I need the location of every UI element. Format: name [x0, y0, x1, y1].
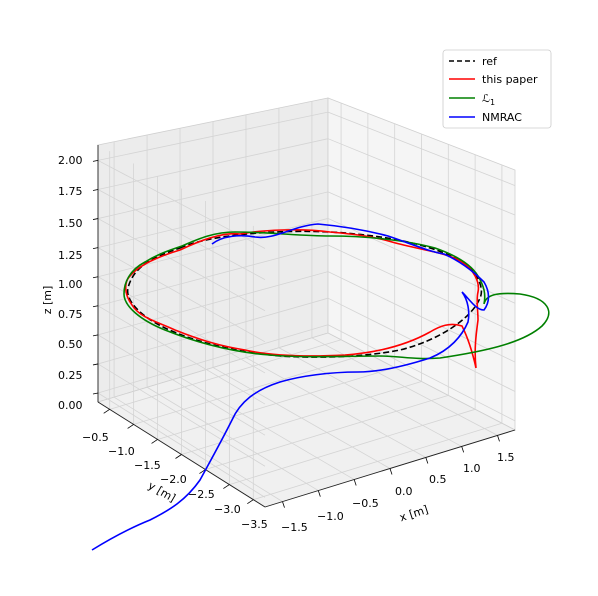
- legend-label-l1-subscript: 1: [490, 98, 495, 107]
- x-tick-label: −1.5: [281, 521, 308, 534]
- x-tick-label: −1.0: [317, 510, 344, 523]
- legend: ref this paper ℒ1 NMRAC: [442, 49, 552, 129]
- y-tick-mark: [175, 454, 182, 459]
- z-tick-label: 1.25: [58, 249, 83, 262]
- y-tick-label: −1.0: [108, 445, 135, 458]
- z-tick-label: 0.00: [58, 399, 83, 412]
- legend-label-ref: ref: [482, 55, 498, 68]
- z-tick-mark: [92, 305, 99, 308]
- z-tick-label: 2.00: [58, 154, 83, 167]
- z-tick-labels: 0.00 0.25 0.50 0.75 1.00 1.25 1.50 1.75 …: [58, 154, 83, 412]
- y-tick-mark: [247, 499, 254, 504]
- x-tick-mark: [282, 501, 285, 508]
- series-nmrac-line: [91, 223, 490, 551]
- grid-line: [212, 367, 391, 469]
- x-axis-label: x [m]: [398, 503, 430, 524]
- z-tick-mark: [92, 189, 99, 191]
- x-tick-label: 1.0: [463, 462, 481, 475]
- x-tick-mark: [461, 446, 465, 453]
- z-tick-label: 0.50: [58, 338, 83, 351]
- x-tick-mark: [389, 468, 393, 475]
- y-tick-label: −1.5: [134, 459, 161, 472]
- z-tick-label: 1.00: [58, 278, 83, 291]
- y-tick-label: −3.5: [241, 518, 268, 531]
- z-tick-mark: [92, 247, 99, 250]
- z-tick-mark: [92, 160, 99, 162]
- z-tick-label: 1.75: [58, 185, 83, 198]
- series-l1-line: [123, 231, 550, 360]
- grid-line: [245, 357, 427, 458]
- grid-line: [146, 386, 319, 491]
- z-tick-mark: [92, 276, 99, 279]
- axis-panes: [97, 97, 517, 508]
- x-tick-mark: [497, 435, 500, 442]
- z-tick-mark: [92, 392, 99, 395]
- x-tick-label: −0.5: [352, 497, 379, 510]
- grid-line: [311, 337, 498, 436]
- grid-line: [278, 347, 462, 447]
- legend-box: [442, 49, 552, 129]
- tick-marks: [92, 160, 500, 508]
- z-tick-mark: [92, 363, 99, 366]
- y-tick-label: −0.5: [82, 431, 109, 444]
- x-tick-mark: [317, 490, 321, 497]
- z-tick-mark: [92, 334, 99, 337]
- y-tick-label: −2.5: [188, 488, 215, 501]
- grid-line: [179, 377, 355, 480]
- y-tick-mark: [151, 439, 158, 444]
- y-tick-label: −3.0: [214, 503, 241, 516]
- z-tick-label: 0.75: [58, 308, 83, 321]
- grid-line: [113, 396, 283, 502]
- x-tick-labels: −1.5 −1.0 −0.5 0.0 0.5 1.0 1.5: [281, 451, 515, 534]
- x-tick-label: 0.5: [429, 473, 447, 486]
- y-tick-mark: [127, 424, 134, 429]
- x-tick-label: 1.5: [497, 451, 515, 464]
- y-tick-labels: −0.5 −1.0 −1.5 −2.0 −2.5 −3.0 −3.5: [82, 431, 268, 531]
- legend-label-l1: ℒ1: [482, 92, 495, 107]
- z-tick-label: 0.25: [58, 369, 83, 382]
- legend-label-this-paper: this paper: [482, 73, 538, 86]
- y-tick-label: −2.0: [160, 473, 187, 486]
- z-tick-label: 1.50: [58, 217, 83, 230]
- z-axis-label: z [m]: [41, 286, 54, 315]
- z-tick-mark: [92, 218, 99, 220]
- x-tick-mark: [353, 479, 357, 486]
- x-tick-label: 0.0: [395, 485, 413, 498]
- legend-label-l1-main: ℒ: [482, 92, 490, 105]
- y-tick-mark: [223, 484, 230, 489]
- series-lines: [91, 223, 550, 551]
- x-tick-mark: [425, 457, 429, 464]
- series-this-paper-line: [124, 229, 480, 369]
- grid-lines: [97, 101, 516, 502]
- legend-label-nmrac: NMRAC: [482, 111, 522, 124]
- y-tick-mark: [103, 409, 110, 414]
